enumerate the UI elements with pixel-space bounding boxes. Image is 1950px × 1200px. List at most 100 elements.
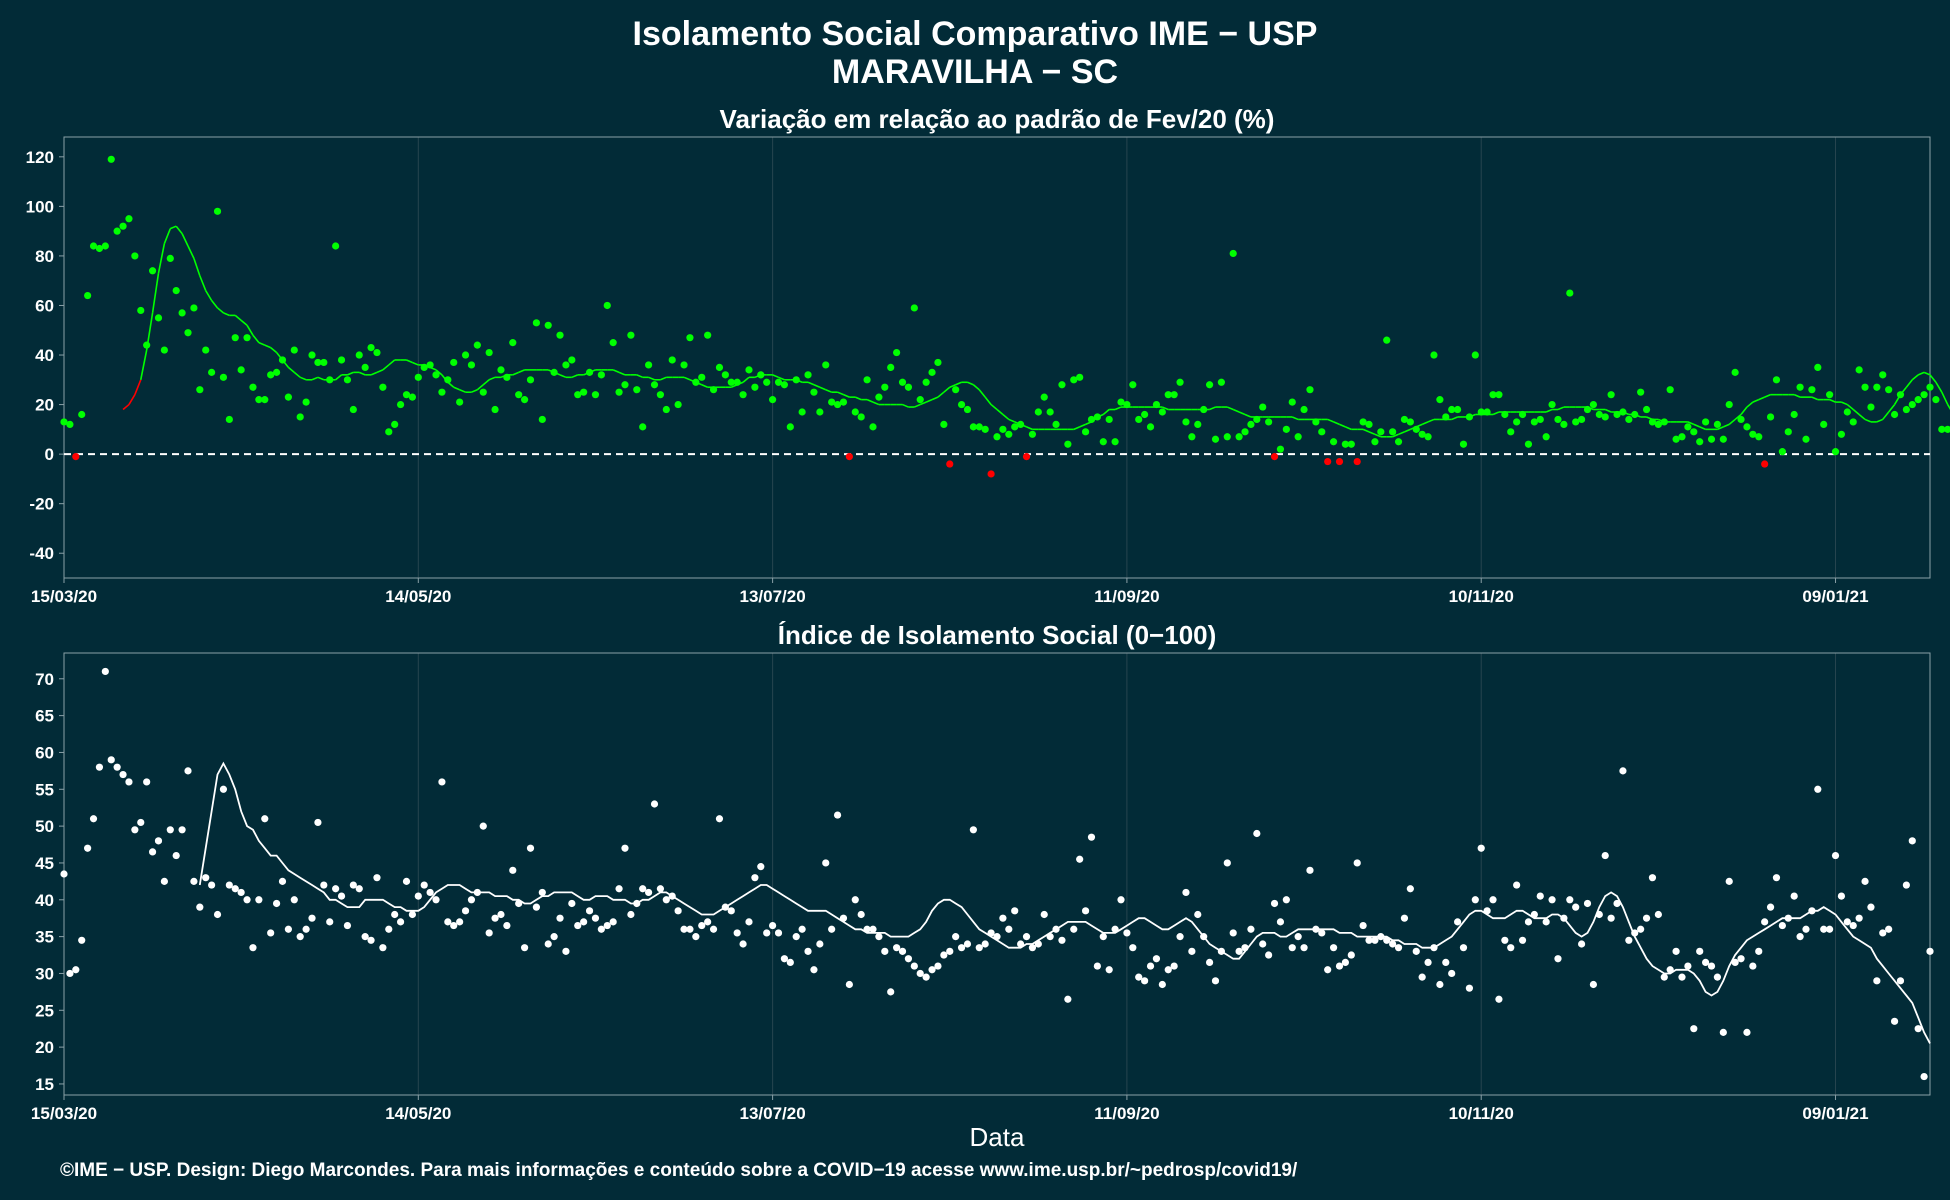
- variation-moving-average-segment: [1941, 391, 1949, 405]
- variation-moving-average-segment: [317, 376, 325, 381]
- index-point: [1713, 973, 1722, 981]
- variation-moving-average-segment: [1811, 396, 1819, 401]
- index-point: [520, 944, 529, 952]
- index-point: [1146, 962, 1155, 970]
- variation-point: [1814, 363, 1822, 372]
- index-point: [1672, 947, 1680, 955]
- index-ytick-label: 15: [35, 1075, 54, 1094]
- index-point: [391, 910, 399, 919]
- index-point: [1152, 955, 1161, 963]
- index-point: [940, 951, 948, 959]
- variation-point: [1489, 391, 1497, 399]
- index-point: [1737, 955, 1745, 963]
- variation-moving-average-segment: [967, 381, 974, 386]
- index-point: [1589, 980, 1598, 989]
- variation-point: [1211, 435, 1220, 443]
- variation-point: [1459, 440, 1468, 448]
- variation-point: [686, 334, 694, 342]
- variation-point: [875, 393, 883, 401]
- top-panel-title: Variação em relação ao padrão de Fev/20 …: [719, 104, 1275, 134]
- index-point: [343, 921, 352, 930]
- variation-point: [999, 425, 1007, 433]
- variation-point: [1259, 403, 1267, 411]
- variation-moving-average-segment: [1911, 374, 1919, 381]
- index-point: [969, 826, 977, 834]
- index-xtick-label: 09/01/21: [1802, 1104, 1868, 1123]
- variation-point: [1170, 391, 1178, 399]
- variation-point: [1365, 420, 1373, 428]
- index-point: [1040, 910, 1048, 919]
- index-point: [1359, 921, 1367, 930]
- variation-point: [1719, 435, 1727, 443]
- variation-point: [786, 423, 794, 431]
- index-point: [1418, 973, 1426, 981]
- index-point: [1784, 914, 1792, 922]
- variation-moving-average-segment: [772, 374, 779, 379]
- index-point: [857, 910, 865, 919]
- index-point: [1329, 944, 1338, 952]
- index-ytick-label: 70: [35, 670, 54, 689]
- variation-moving-average-segment: [1226, 406, 1234, 411]
- index-point: [562, 947, 570, 955]
- index-point: [272, 899, 281, 908]
- variation-moving-average-segment: [1717, 426, 1724, 431]
- variation-point: [1093, 413, 1101, 421]
- variation-point: [757, 371, 765, 379]
- index-point: [1176, 933, 1184, 941]
- variation-point: [1294, 433, 1302, 441]
- variation-moving-average-segment: [931, 396, 939, 401]
- variation-point: [1058, 381, 1066, 389]
- index-point: [337, 892, 346, 900]
- variation-point: [1046, 408, 1054, 416]
- variation-point: [1223, 433, 1231, 441]
- index-point: [1843, 918, 1851, 926]
- variation-point: [763, 378, 771, 386]
- index-point: [89, 815, 98, 823]
- variation-moving-average-segment: [122, 403, 130, 411]
- variation-moving-average-segment: [1362, 428, 1370, 433]
- variation-point: [1920, 391, 1928, 399]
- variation-point: [952, 386, 960, 394]
- variation-moving-average-segment: [311, 376, 319, 381]
- variation-point: [1761, 460, 1769, 468]
- index-point: [432, 896, 440, 904]
- variation-point: [137, 306, 145, 315]
- variation-moving-average-segment: [163, 228, 172, 244]
- variation-point: [1353, 457, 1361, 466]
- variation-point: [1276, 445, 1285, 453]
- variation-moving-average-segment: [270, 346, 278, 354]
- index-point: [1111, 925, 1119, 933]
- variation-point: [1583, 405, 1592, 414]
- variation-point: [1495, 391, 1503, 399]
- variation-point: [1790, 410, 1798, 419]
- index-point: [1471, 896, 1479, 904]
- index-point: [219, 785, 228, 793]
- variation-point: [544, 321, 552, 329]
- variation-point: [1064, 440, 1072, 448]
- index-point: [172, 851, 180, 860]
- variation-point: [1200, 405, 1208, 414]
- variation-moving-average-segment: [459, 388, 466, 393]
- variation-point: [213, 207, 222, 215]
- variation-point: [1696, 438, 1704, 446]
- variation-point: [562, 361, 570, 369]
- index-point: [656, 885, 665, 893]
- variation-point: [662, 405, 670, 414]
- index-point: [1743, 1028, 1751, 1036]
- index-point: [190, 877, 198, 885]
- variation-point: [1076, 373, 1084, 381]
- index-point: [249, 944, 257, 952]
- index-point: [662, 896, 670, 904]
- variation-moving-average-segment: [151, 273, 160, 314]
- variation-point: [479, 388, 487, 396]
- index-point: [1879, 929, 1887, 937]
- variation-moving-average-segment: [199, 275, 207, 291]
- index-point: [1489, 896, 1497, 904]
- variation-point: [1831, 448, 1840, 456]
- variation-moving-average-segment: [335, 374, 343, 381]
- index-point: [1158, 980, 1166, 989]
- index-point: [645, 888, 653, 897]
- variation-point: [1436, 396, 1444, 404]
- variation-point: [196, 386, 204, 394]
- index-point: [786, 958, 794, 967]
